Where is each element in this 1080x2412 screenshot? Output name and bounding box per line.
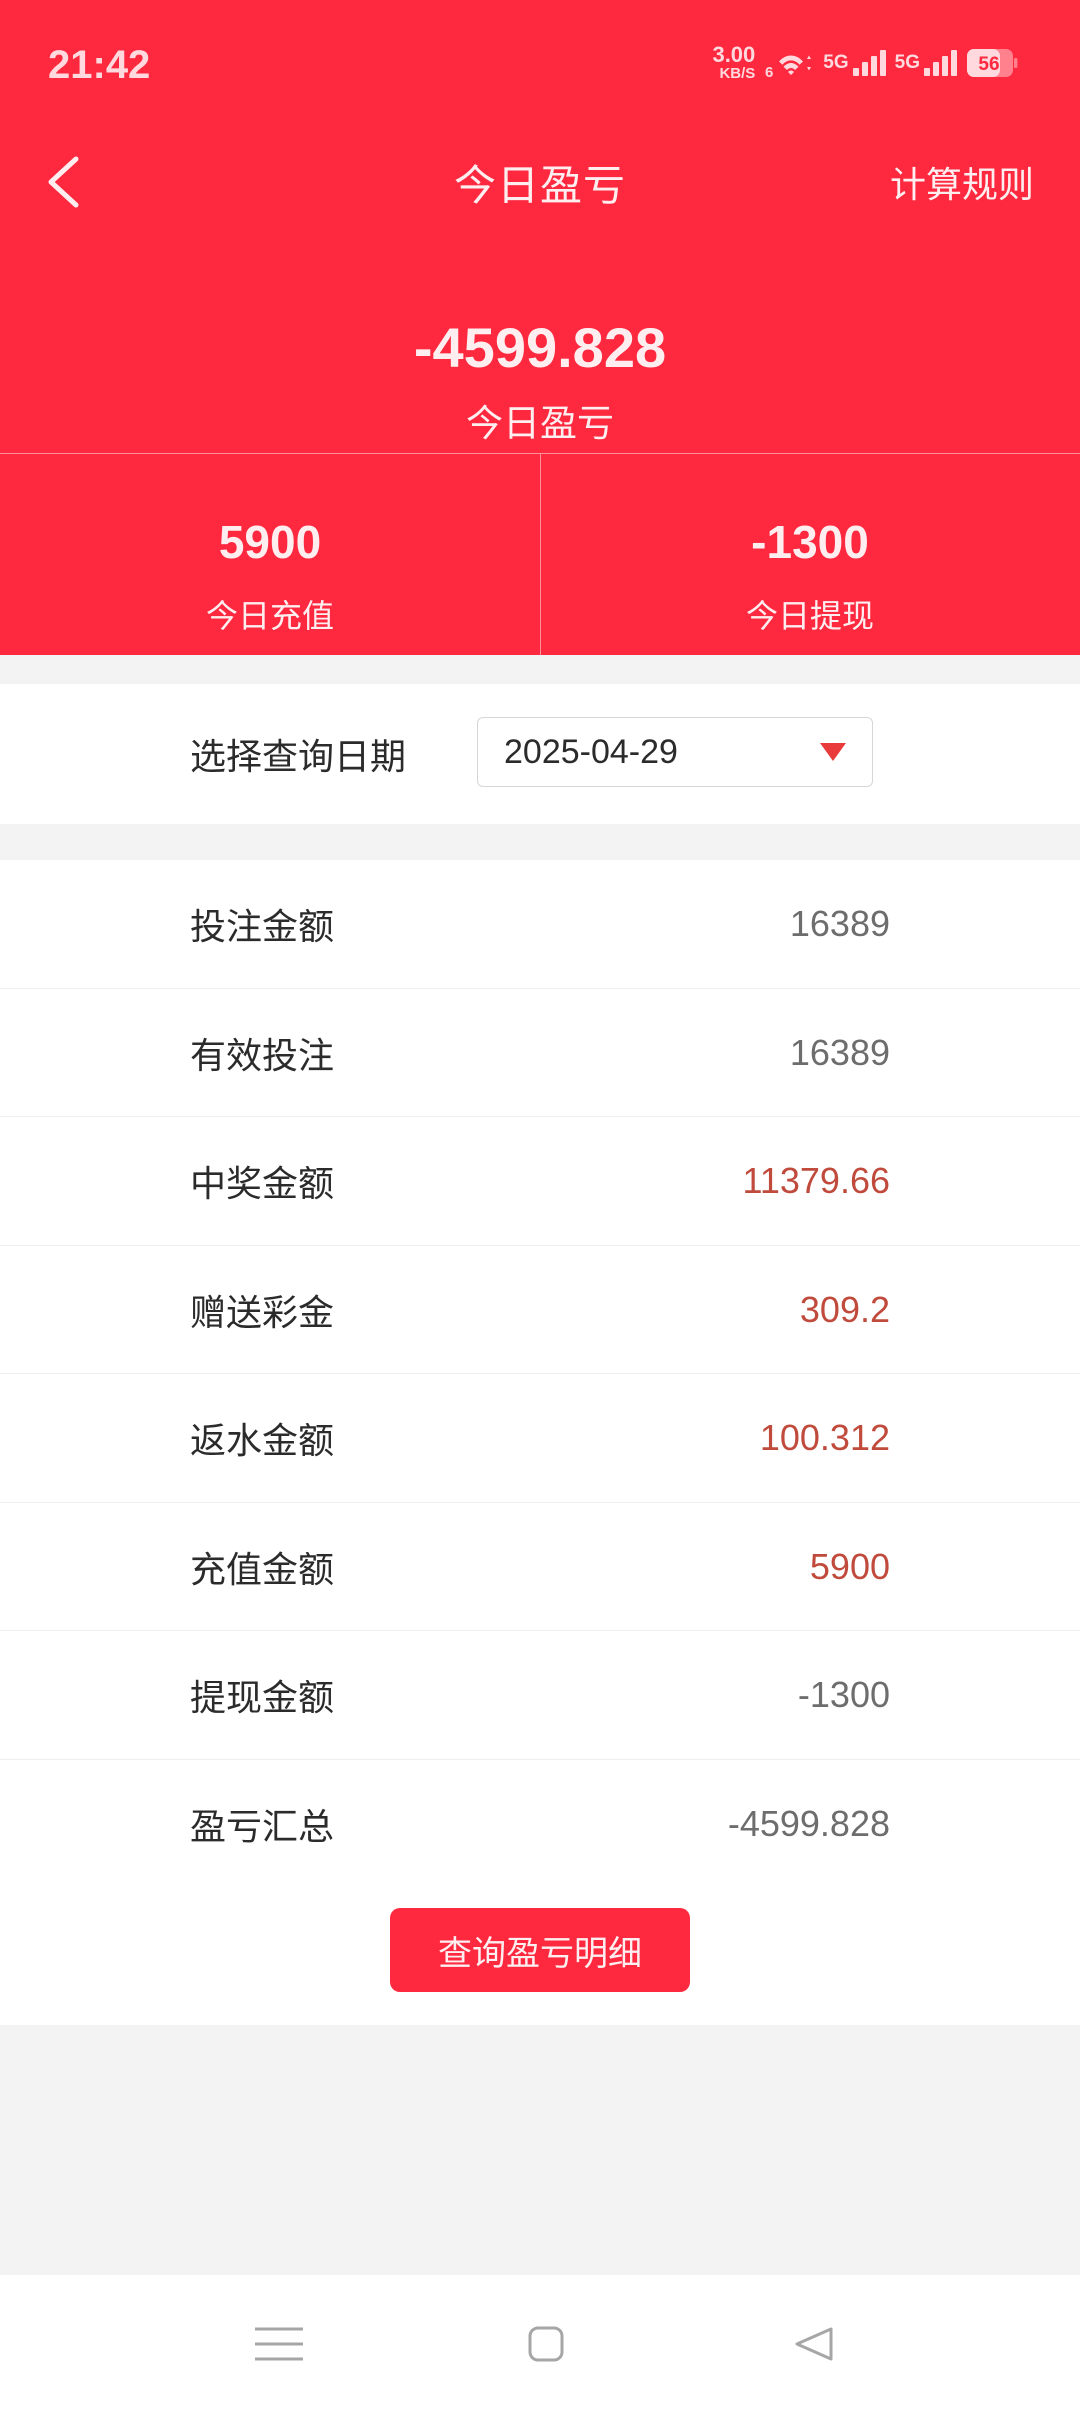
- svg-text:6: 6: [765, 64, 773, 79]
- svg-text:56: 56: [978, 54, 999, 75]
